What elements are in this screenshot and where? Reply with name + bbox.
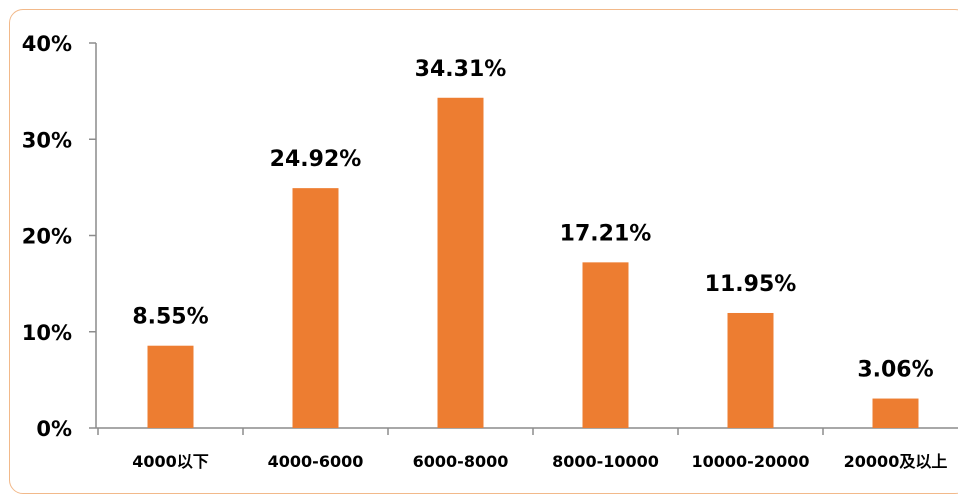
bar	[582, 262, 629, 428]
bar	[147, 345, 194, 428]
x-category-label: 20000及以上	[844, 452, 948, 471]
x-category-label: 4000以下	[132, 452, 209, 471]
x-category-label: 10000-20000	[692, 452, 810, 471]
data-label: 3.06%	[857, 358, 933, 383]
bar	[872, 398, 919, 428]
x-category-label: 6000-8000	[413, 452, 509, 471]
bar	[437, 97, 484, 429]
y-tick-label: 0%	[36, 417, 72, 441]
y-tick-label: 10%	[22, 321, 72, 345]
x-category-label: 8000-10000	[552, 452, 659, 471]
data-label: 24.92%	[270, 147, 362, 172]
bar	[727, 312, 774, 428]
bar	[292, 188, 339, 428]
chart-labels: 8.55% 4000以下 24.92% 4000-6000 34.31% 6000-800…	[132, 57, 947, 471]
y-tick-label: 30%	[22, 128, 72, 152]
y-tick-label: 40%	[22, 32, 72, 56]
chart-bars	[147, 97, 919, 429]
data-label: 11.95%	[705, 272, 797, 297]
chart-axes: 0% 10% 20% 30% 40%	[22, 32, 958, 441]
data-label: 8.55%	[132, 305, 208, 330]
x-category-label: 4000-6000	[268, 452, 364, 471]
data-label: 17.21%	[560, 221, 652, 246]
y-tick-label: 20%	[22, 225, 72, 249]
chart-frame	[9, 9, 958, 494]
data-label: 34.31%	[415, 57, 507, 82]
